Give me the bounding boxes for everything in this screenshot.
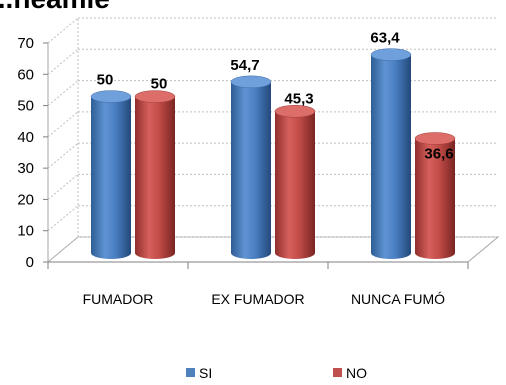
data-label: 50 <box>151 76 168 93</box>
bar-si-1-top <box>230 75 272 89</box>
data-label: 36,6 <box>424 145 453 162</box>
data-label: 54,7 <box>230 57 259 74</box>
data-label: 63,4 <box>370 30 400 47</box>
y-tick-label: 10 <box>17 223 34 240</box>
y-tick-label: 0 <box>26 254 34 271</box>
data-label: 45,3 <box>284 90 313 107</box>
y-tick-label: 70 <box>17 35 34 52</box>
bar-no-1 <box>275 111 315 259</box>
legend-label: NO <box>346 365 367 381</box>
y-tick-label: 60 <box>17 66 34 83</box>
y-tick-label: 30 <box>17 160 34 177</box>
x-tick-label: FUMADOR <box>83 291 154 307</box>
legend-swatch <box>333 368 342 377</box>
bar-si-0 <box>91 96 131 259</box>
gridline-side <box>47 142 79 169</box>
data-label: 50 <box>97 72 114 89</box>
x-tick-label: EX FUMADOR <box>211 291 304 307</box>
legend-swatch <box>186 368 195 377</box>
bar-no-0 <box>135 96 175 259</box>
legend-label: SI <box>199 365 212 381</box>
bar-si-0-top <box>90 90 132 103</box>
chart-title: ...neamie <box>0 0 110 15</box>
bar-no-2 <box>415 138 455 259</box>
gridline-side <box>47 17 79 44</box>
gridline-side <box>47 111 79 138</box>
gridline-side <box>47 48 79 75</box>
gridline-side <box>47 80 79 106</box>
bar-no-0-top <box>134 90 176 103</box>
bar-no-2-top <box>414 132 456 145</box>
bar-si-2 <box>371 54 411 259</box>
gridline-side <box>47 205 79 232</box>
bar-si-1 <box>231 81 271 259</box>
y-tick-label: 50 <box>17 98 34 115</box>
bar-no-1-top <box>274 105 316 118</box>
x-tick-label: NUNCA FUMÓ <box>351 291 445 307</box>
bar-si-2-top <box>370 48 412 61</box>
y-tick-label: 20 <box>17 191 34 208</box>
y-tick-label: 40 <box>17 129 34 146</box>
gridline-side <box>47 174 79 200</box>
gridline-side <box>47 236 79 263</box>
